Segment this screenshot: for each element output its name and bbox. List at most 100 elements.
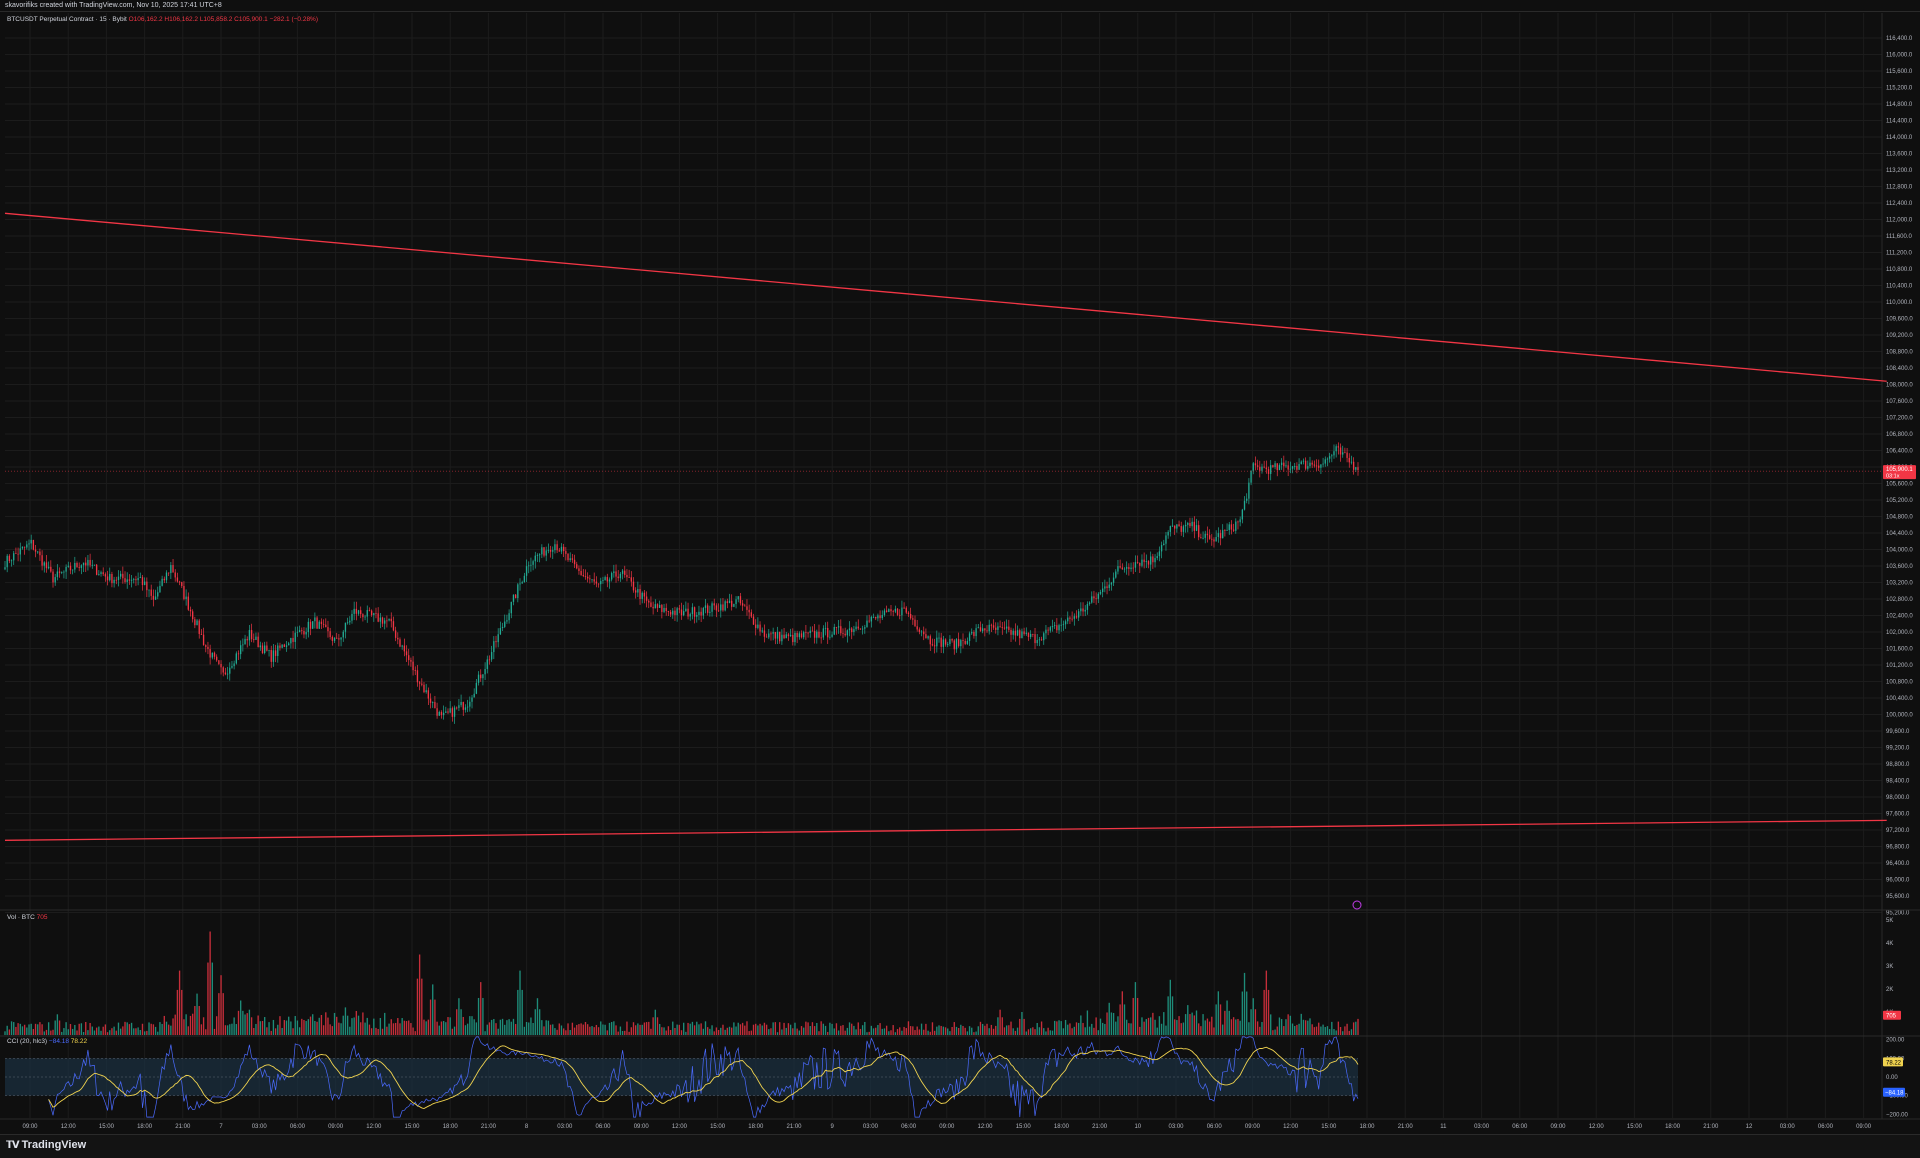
volume-bar [1315, 1026, 1318, 1035]
candle-body [968, 633, 971, 642]
volume-bar [1010, 1021, 1012, 1035]
candle-body [1256, 465, 1259, 467]
candle-body [942, 639, 945, 647]
candle-body [364, 616, 366, 618]
candle-body [65, 566, 67, 572]
candle-body [1208, 535, 1211, 539]
price-tick-label: 108,000.0 [1886, 383, 1913, 389]
chart-frame[interactable]: 116,400.0 116,000.0 115,600.0 115,200.0 114,… [0, 13, 1920, 1133]
candle-body [146, 581, 148, 591]
candle-body [1182, 526, 1185, 532]
candle-body [818, 631, 820, 638]
volume-bar [1027, 1029, 1030, 1035]
volume-bar [58, 1020, 61, 1035]
time-tick-label: 03:00 [1780, 1124, 1796, 1130]
candle-body [927, 636, 929, 639]
candle-body [346, 622, 349, 624]
symbol-label[interactable]: BTCUSDT Perpetual Contract · 15 · Bybit [7, 16, 127, 23]
time-tick-label: 21:00 [1398, 1124, 1414, 1130]
price-tick-label: 95,200.0 [1886, 911, 1910, 917]
candle-body [21, 546, 24, 549]
time-tick-label: 21:00 [481, 1124, 497, 1130]
cci-label[interactable]: CCI (20, hlc3) [7, 1038, 48, 1045]
volume-bar [984, 1025, 986, 1035]
candle-body [1270, 465, 1272, 474]
candle-body [399, 639, 401, 647]
volume-bar [1235, 1019, 1237, 1035]
candle-body [1053, 625, 1056, 627]
volume-bar [1211, 1016, 1213, 1035]
candle-body [89, 559, 91, 566]
candle-body [67, 565, 69, 567]
volume-bar [844, 1030, 846, 1035]
volume-bar [789, 1024, 792, 1035]
volume-bar [1326, 1026, 1329, 1035]
volume-bar [949, 1031, 951, 1035]
volume-label[interactable]: Vol · BTC [7, 914, 35, 921]
candle-body [259, 645, 262, 648]
candle-body [1200, 537, 1202, 539]
candle-body [111, 573, 113, 584]
volume-bar [1331, 1021, 1333, 1035]
volume-bar [567, 1023, 569, 1035]
volume-bar [1243, 972, 1246, 1035]
candle-body [1108, 584, 1110, 588]
volume-bar [661, 1027, 663, 1035]
volume-bar [368, 1024, 371, 1035]
candle-body [995, 627, 997, 630]
candle-body [606, 577, 608, 582]
candle-body [135, 579, 137, 581]
brand[interactable]: 𝗧𝗩 TradingView [6, 1139, 86, 1151]
price-tick-label: 96,400.0 [1886, 861, 1910, 867]
volume-bar [4, 1031, 6, 1035]
candle-body [918, 629, 921, 632]
volume-bar [835, 1023, 838, 1035]
volume-bar [656, 1017, 659, 1035]
tradingview-logo-icon: 𝗧𝗩 [6, 1139, 20, 1151]
candle-body [864, 627, 866, 629]
volume-bar [1130, 1023, 1132, 1035]
candle-body [1191, 521, 1193, 527]
candle-body [621, 570, 624, 574]
candle-body [438, 711, 440, 716]
volume-bar [757, 1025, 759, 1035]
chart-background [0, 13, 1920, 1133]
candle-body [1073, 616, 1075, 619]
candle-body [1112, 577, 1115, 583]
candle-body [1241, 509, 1244, 520]
volume-bar [1202, 1014, 1204, 1035]
volume-bar [1123, 1004, 1126, 1035]
price-tick-label: 96,000.0 [1886, 878, 1910, 884]
volume-bar [1064, 1019, 1067, 1035]
candle-body [410, 660, 412, 662]
candle-body [962, 640, 964, 642]
candle-body [61, 572, 63, 573]
volume-bar [628, 1031, 630, 1035]
last-price-badge [1883, 465, 1916, 480]
volume-bar [1119, 1004, 1121, 1035]
volume-bar [1169, 979, 1172, 1035]
volume-bar [905, 1028, 907, 1035]
candle-body [45, 562, 48, 569]
volume-bar [1069, 1023, 1071, 1035]
candle-body [545, 550, 547, 556]
time-tick-label: 8 [525, 1124, 529, 1130]
chart-canvas[interactable]: 116,400.0 116,000.0 115,600.0 115,200.0 114,… [0, 13, 1920, 1133]
volume-bar [761, 1025, 763, 1035]
volume-bar [1272, 1030, 1274, 1035]
volume-bar [576, 1024, 578, 1035]
volume-bar [781, 1029, 783, 1035]
volume-bar [1080, 1015, 1082, 1035]
candle-body [13, 553, 15, 561]
volume-bar [881, 1028, 883, 1035]
volume-bar [1337, 1021, 1340, 1035]
time-tick-label: 12:00 [977, 1124, 993, 1130]
volume-bar [680, 1030, 683, 1035]
volume-bar [130, 1022, 133, 1035]
volume-bar [440, 1021, 443, 1035]
candle-body [152, 595, 155, 600]
candle-body [351, 613, 353, 621]
volume-bar [981, 1023, 984, 1035]
candle-body [1115, 571, 1117, 578]
candle-body [119, 573, 122, 577]
